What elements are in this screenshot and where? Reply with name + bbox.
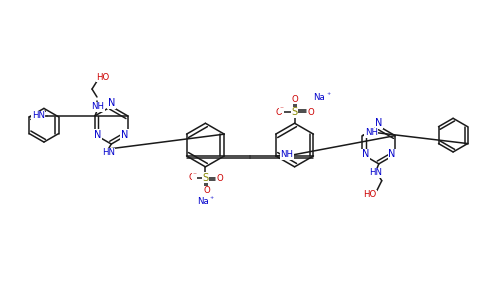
- Text: N: N: [108, 98, 115, 108]
- Text: O: O: [203, 186, 210, 195]
- Text: HN: HN: [102, 148, 115, 158]
- Text: HN: HN: [370, 168, 382, 177]
- Text: HO: HO: [364, 190, 376, 199]
- Text: O: O: [217, 174, 224, 183]
- Text: ⁻: ⁻: [192, 170, 196, 179]
- Text: ⁻: ⁻: [280, 104, 283, 113]
- Text: N: N: [121, 130, 128, 140]
- Text: Na: Na: [314, 93, 325, 102]
- Text: O: O: [276, 108, 282, 117]
- Text: HO: HO: [96, 73, 110, 82]
- Text: ⁺: ⁺: [326, 91, 330, 100]
- Text: S: S: [292, 107, 298, 117]
- Text: N: N: [362, 149, 369, 160]
- Text: NH: NH: [92, 102, 104, 111]
- Text: N: N: [375, 118, 382, 128]
- Text: HN: HN: [32, 111, 45, 120]
- Text: S: S: [202, 173, 208, 183]
- Text: N: N: [94, 130, 102, 140]
- Text: NH: NH: [365, 128, 378, 137]
- Text: N: N: [388, 149, 396, 160]
- Text: O: O: [188, 173, 195, 182]
- Text: O: O: [307, 108, 314, 117]
- Text: Na: Na: [198, 197, 209, 206]
- Text: O: O: [291, 95, 298, 104]
- Text: ⁺: ⁺: [210, 195, 214, 204]
- Text: NH: NH: [280, 151, 293, 160]
